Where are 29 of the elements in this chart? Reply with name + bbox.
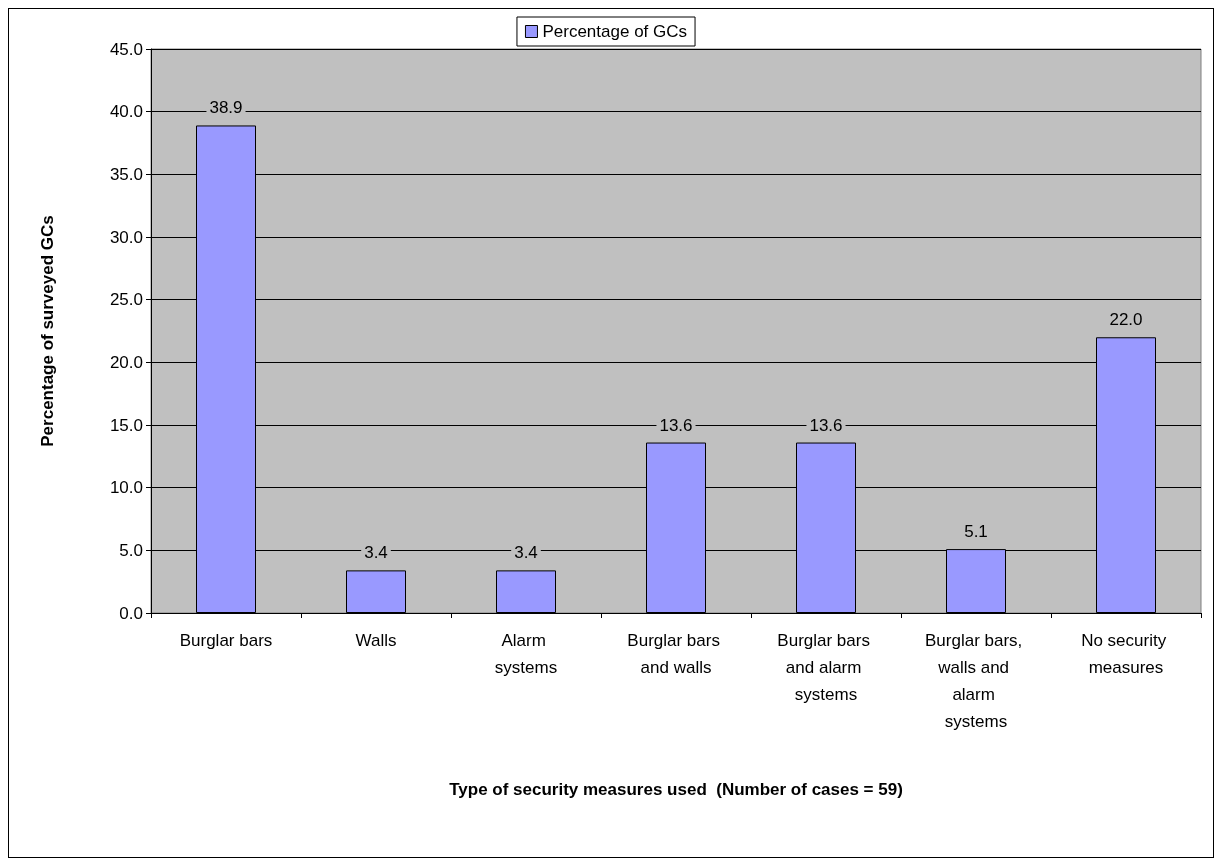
- x-tick-label: Walls: [355, 631, 397, 650]
- x-tick-label: No security measures: [1081, 631, 1171, 677]
- data-label: 13.6: [809, 415, 843, 435]
- y-tick-label: 0.0: [119, 603, 143, 623]
- y-tick-label: 20.0: [109, 352, 143, 372]
- y-tick-label: 35.0: [109, 164, 143, 184]
- y-tick-label: 5.0: [119, 540, 143, 560]
- data-label: 5.1: [964, 522, 988, 542]
- x-tick-label: Burglar bars and alarm systems: [777, 631, 875, 704]
- x-tick-label: Burglar bars: [179, 631, 273, 650]
- y-tick-label: 25.0: [109, 290, 143, 310]
- data-label: 13.6: [659, 415, 693, 435]
- y-tick-label: 30.0: [109, 227, 143, 247]
- y-axis-title: Percentage of surveyed GCs: [38, 215, 57, 447]
- y-tick-label: 40.0: [109, 102, 143, 122]
- x-axis-title: Type of security measures used (Number of cases = 59): [449, 780, 903, 799]
- bar: [346, 570, 406, 613]
- data-label: 3.4: [514, 543, 538, 563]
- y-tick-label: 10.0: [109, 478, 143, 498]
- x-tick-label: Burglar bars and walls: [627, 631, 725, 677]
- bar: [496, 570, 556, 613]
- y-tick-label: 15.0: [109, 415, 143, 435]
- data-label: 3.4: [364, 543, 388, 563]
- y-tick-label: 45.0: [109, 39, 143, 59]
- legend-label: Percentage of GCs: [542, 22, 688, 41]
- x-tick-label: Burglar bars, walls and alarm systems: [924, 631, 1028, 731]
- data-label: 38.9: [209, 98, 243, 118]
- x-tick-label: Alarm systems: [494, 631, 558, 677]
- data-label: 22.0: [1109, 310, 1143, 330]
